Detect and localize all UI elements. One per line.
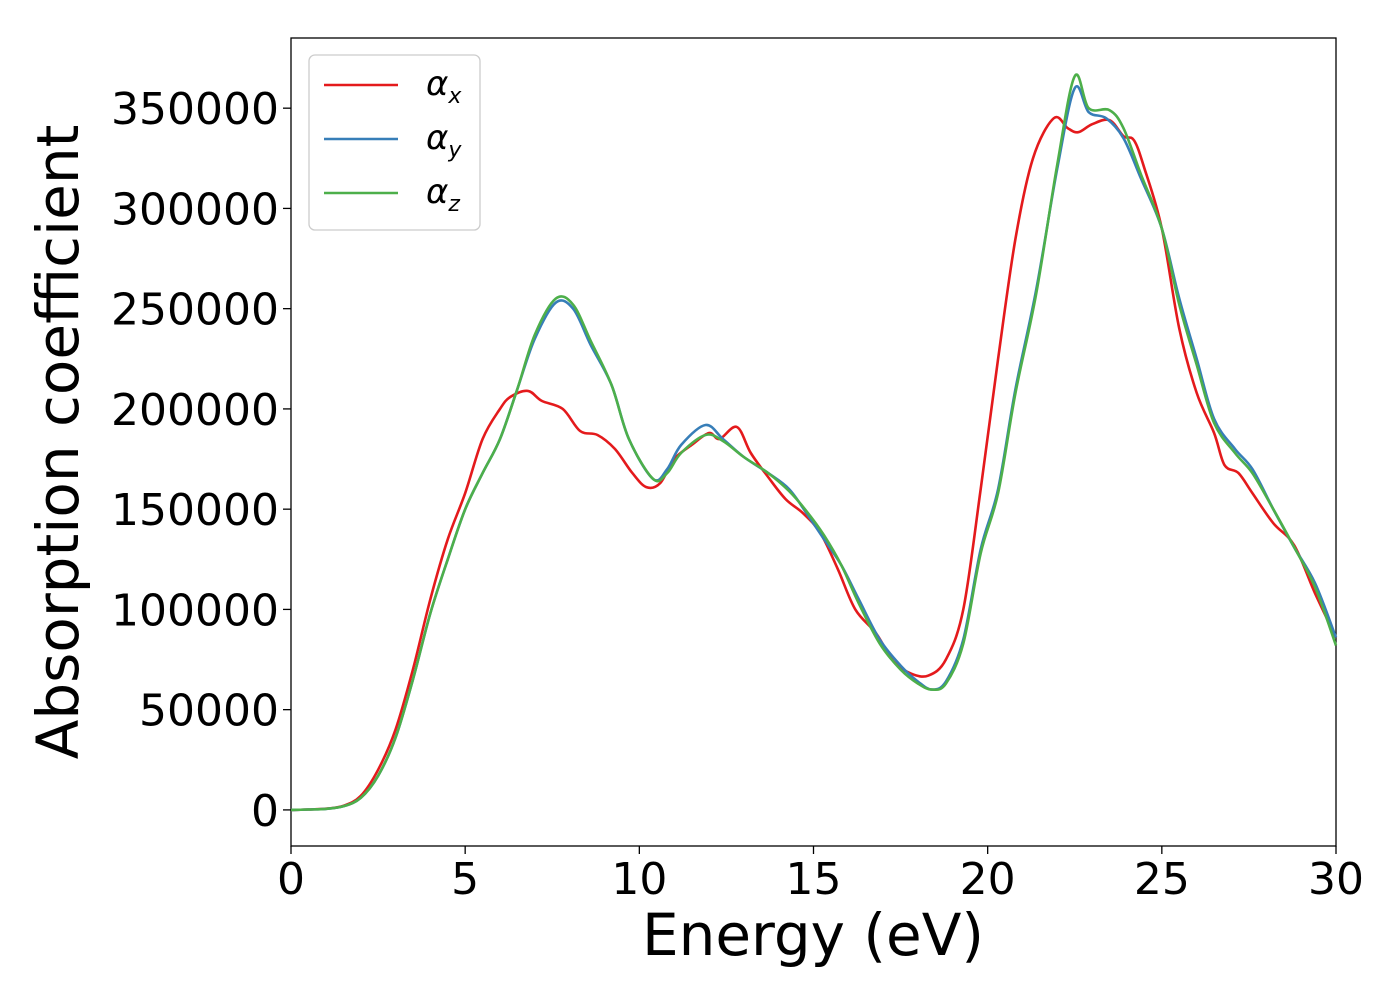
y-axis-ticks: 0 50000 100000 150000 200000 250000 300000 3500… [111, 84, 291, 837]
y-tick-label: 200000 [111, 385, 279, 436]
x-tick-label: 5 [451, 854, 479, 905]
series-line-z [290, 73, 1338, 812]
series-group [290, 73, 1338, 812]
legend: αx αy αz [308, 54, 481, 231]
x-tick-label: 0 [277, 854, 305, 905]
y-tick-label: 350000 [111, 84, 279, 135]
legend-label-y: αy [426, 118, 462, 163]
x-tick-label: 10 [611, 854, 667, 905]
x-axis-title: Energy (eV) [642, 901, 984, 969]
x-axis-ticks: 0 5 10 15 20 25 30 [277, 846, 1364, 905]
y-tick-label: 50000 [139, 686, 279, 737]
y-tick-label: 100000 [111, 585, 279, 636]
legend-label-x: αx [426, 64, 462, 109]
x-tick-label: 15 [786, 854, 842, 905]
y-axis-title: Absorption coefficient [24, 125, 92, 760]
x-tick-label: 30 [1308, 854, 1364, 905]
x-tick-label: 25 [1134, 854, 1190, 905]
y-tick-label: 0 [251, 786, 279, 837]
y-tick-label: 300000 [111, 184, 279, 235]
x-tick-label: 20 [960, 854, 1016, 905]
y-tick-label: 150000 [111, 485, 279, 536]
legend-box [308, 54, 481, 231]
y-tick-label: 250000 [111, 285, 279, 336]
legend-label-z: αz [426, 172, 460, 217]
